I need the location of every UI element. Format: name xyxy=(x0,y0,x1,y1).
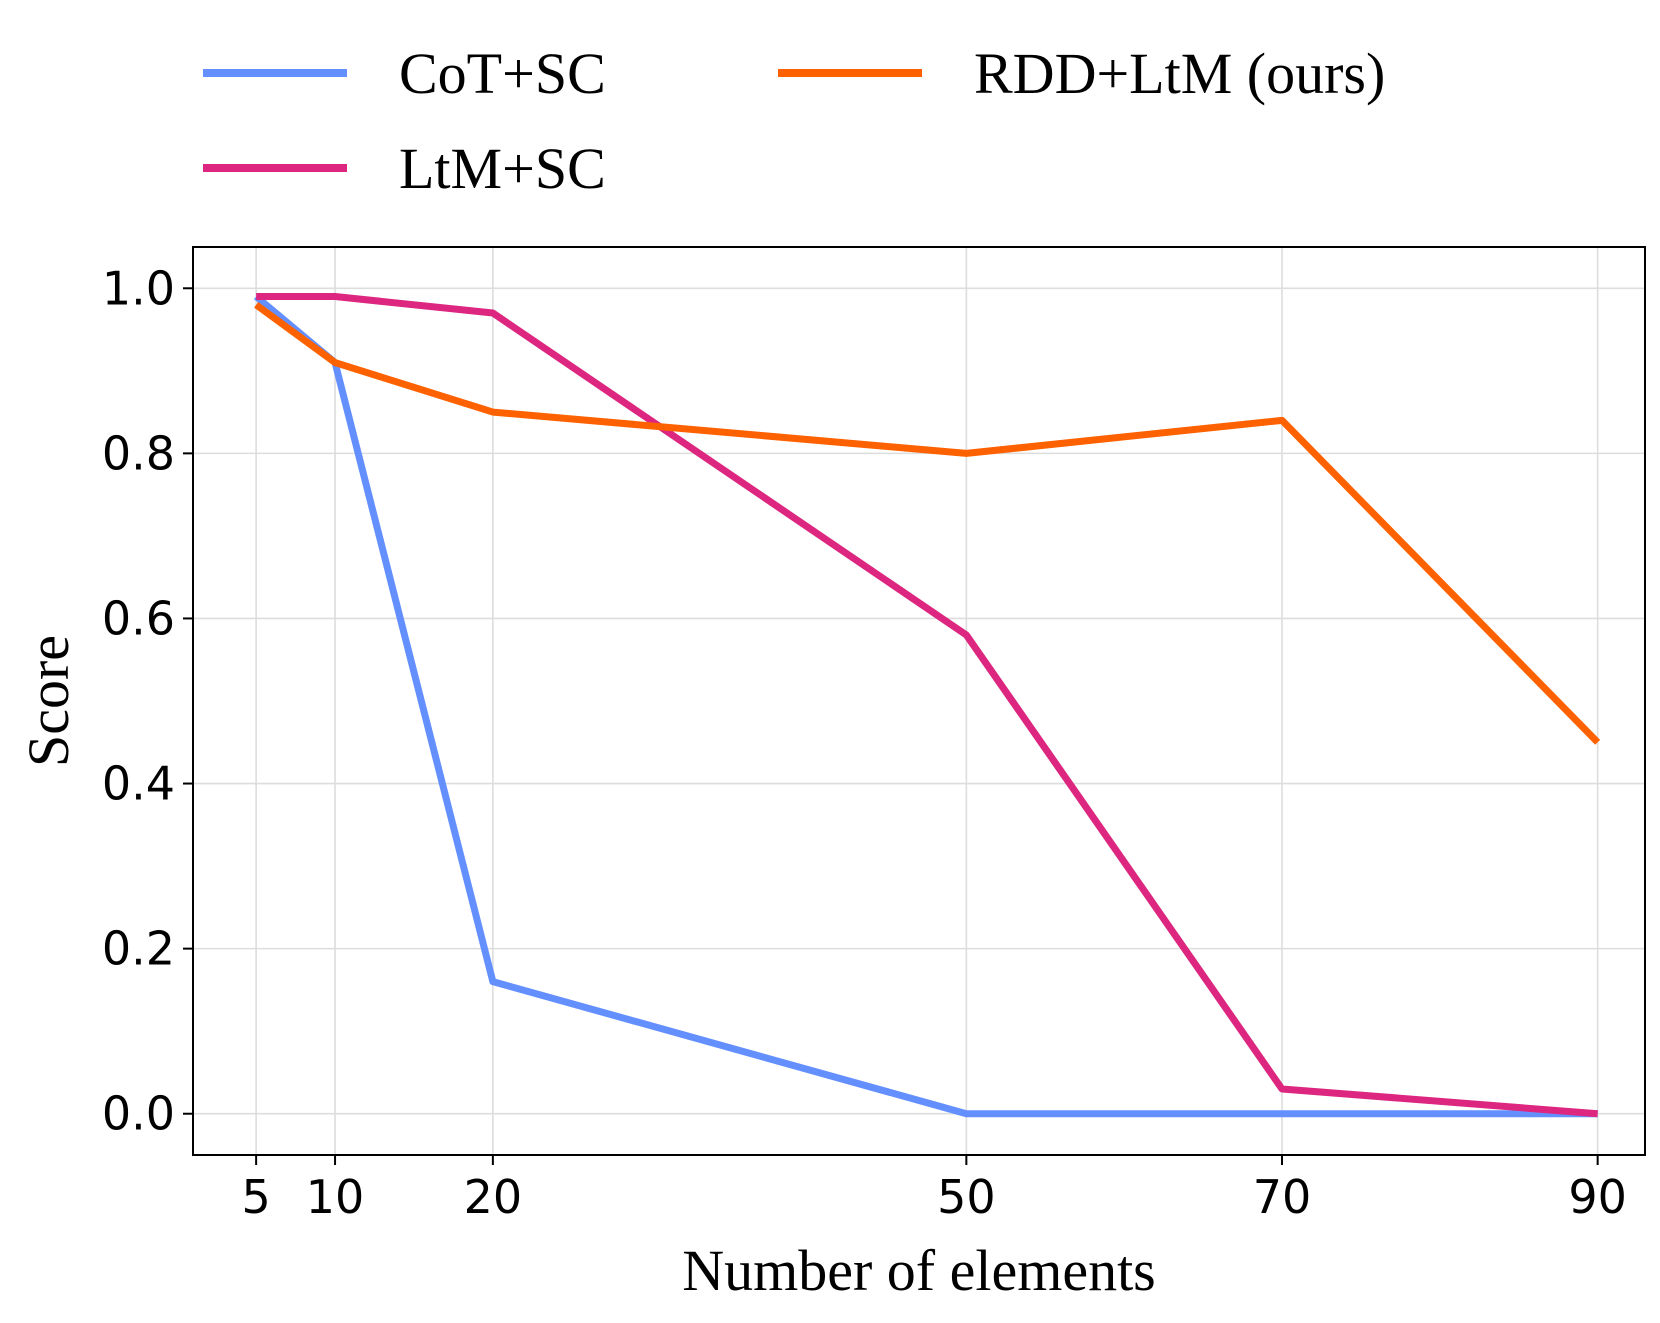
legend: CoT+SC LtM+SC RDD+LtM (ours) xyxy=(203,41,1385,201)
y-tick-label: 0.0 xyxy=(102,1087,175,1141)
legend-label: RDD+LtM (ours) xyxy=(974,41,1385,106)
x-axis: 5 10 20 50 70 90 xyxy=(241,1155,1627,1224)
plot-frame xyxy=(192,246,1646,1156)
series-line-ltm-sc xyxy=(256,293,1598,1118)
x-axis-title: Number of elements xyxy=(682,1238,1156,1303)
x-tick-label: 90 xyxy=(1568,1170,1627,1224)
y-tick-label: 0.8 xyxy=(102,426,175,480)
x-tick-label: 50 xyxy=(937,1170,996,1224)
legend-label: CoT+SC xyxy=(399,41,606,106)
x-tick-label: 70 xyxy=(1253,1170,1312,1224)
x-tick-label: 20 xyxy=(464,1170,523,1224)
x-tick-label: 5 xyxy=(241,1170,270,1224)
legend-label: LtM+SC xyxy=(399,136,606,201)
grid xyxy=(193,247,1645,1155)
y-tick-label: 0.4 xyxy=(102,757,175,811)
y-axis: 0.0 0.2 0.4 0.6 0.8 1.0 xyxy=(102,261,193,1141)
y-tick-label: 1.0 xyxy=(102,261,175,315)
plot-series xyxy=(253,293,1601,1118)
y-axis-title: Score xyxy=(16,635,81,767)
series-line-cot-sc xyxy=(253,293,1598,1118)
x-tick-label: 10 xyxy=(306,1170,365,1224)
series-line-rdd-ltm-ours xyxy=(254,301,1601,745)
y-tick-label: 0.2 xyxy=(102,922,175,976)
y-tick-label: 0.6 xyxy=(102,591,175,645)
